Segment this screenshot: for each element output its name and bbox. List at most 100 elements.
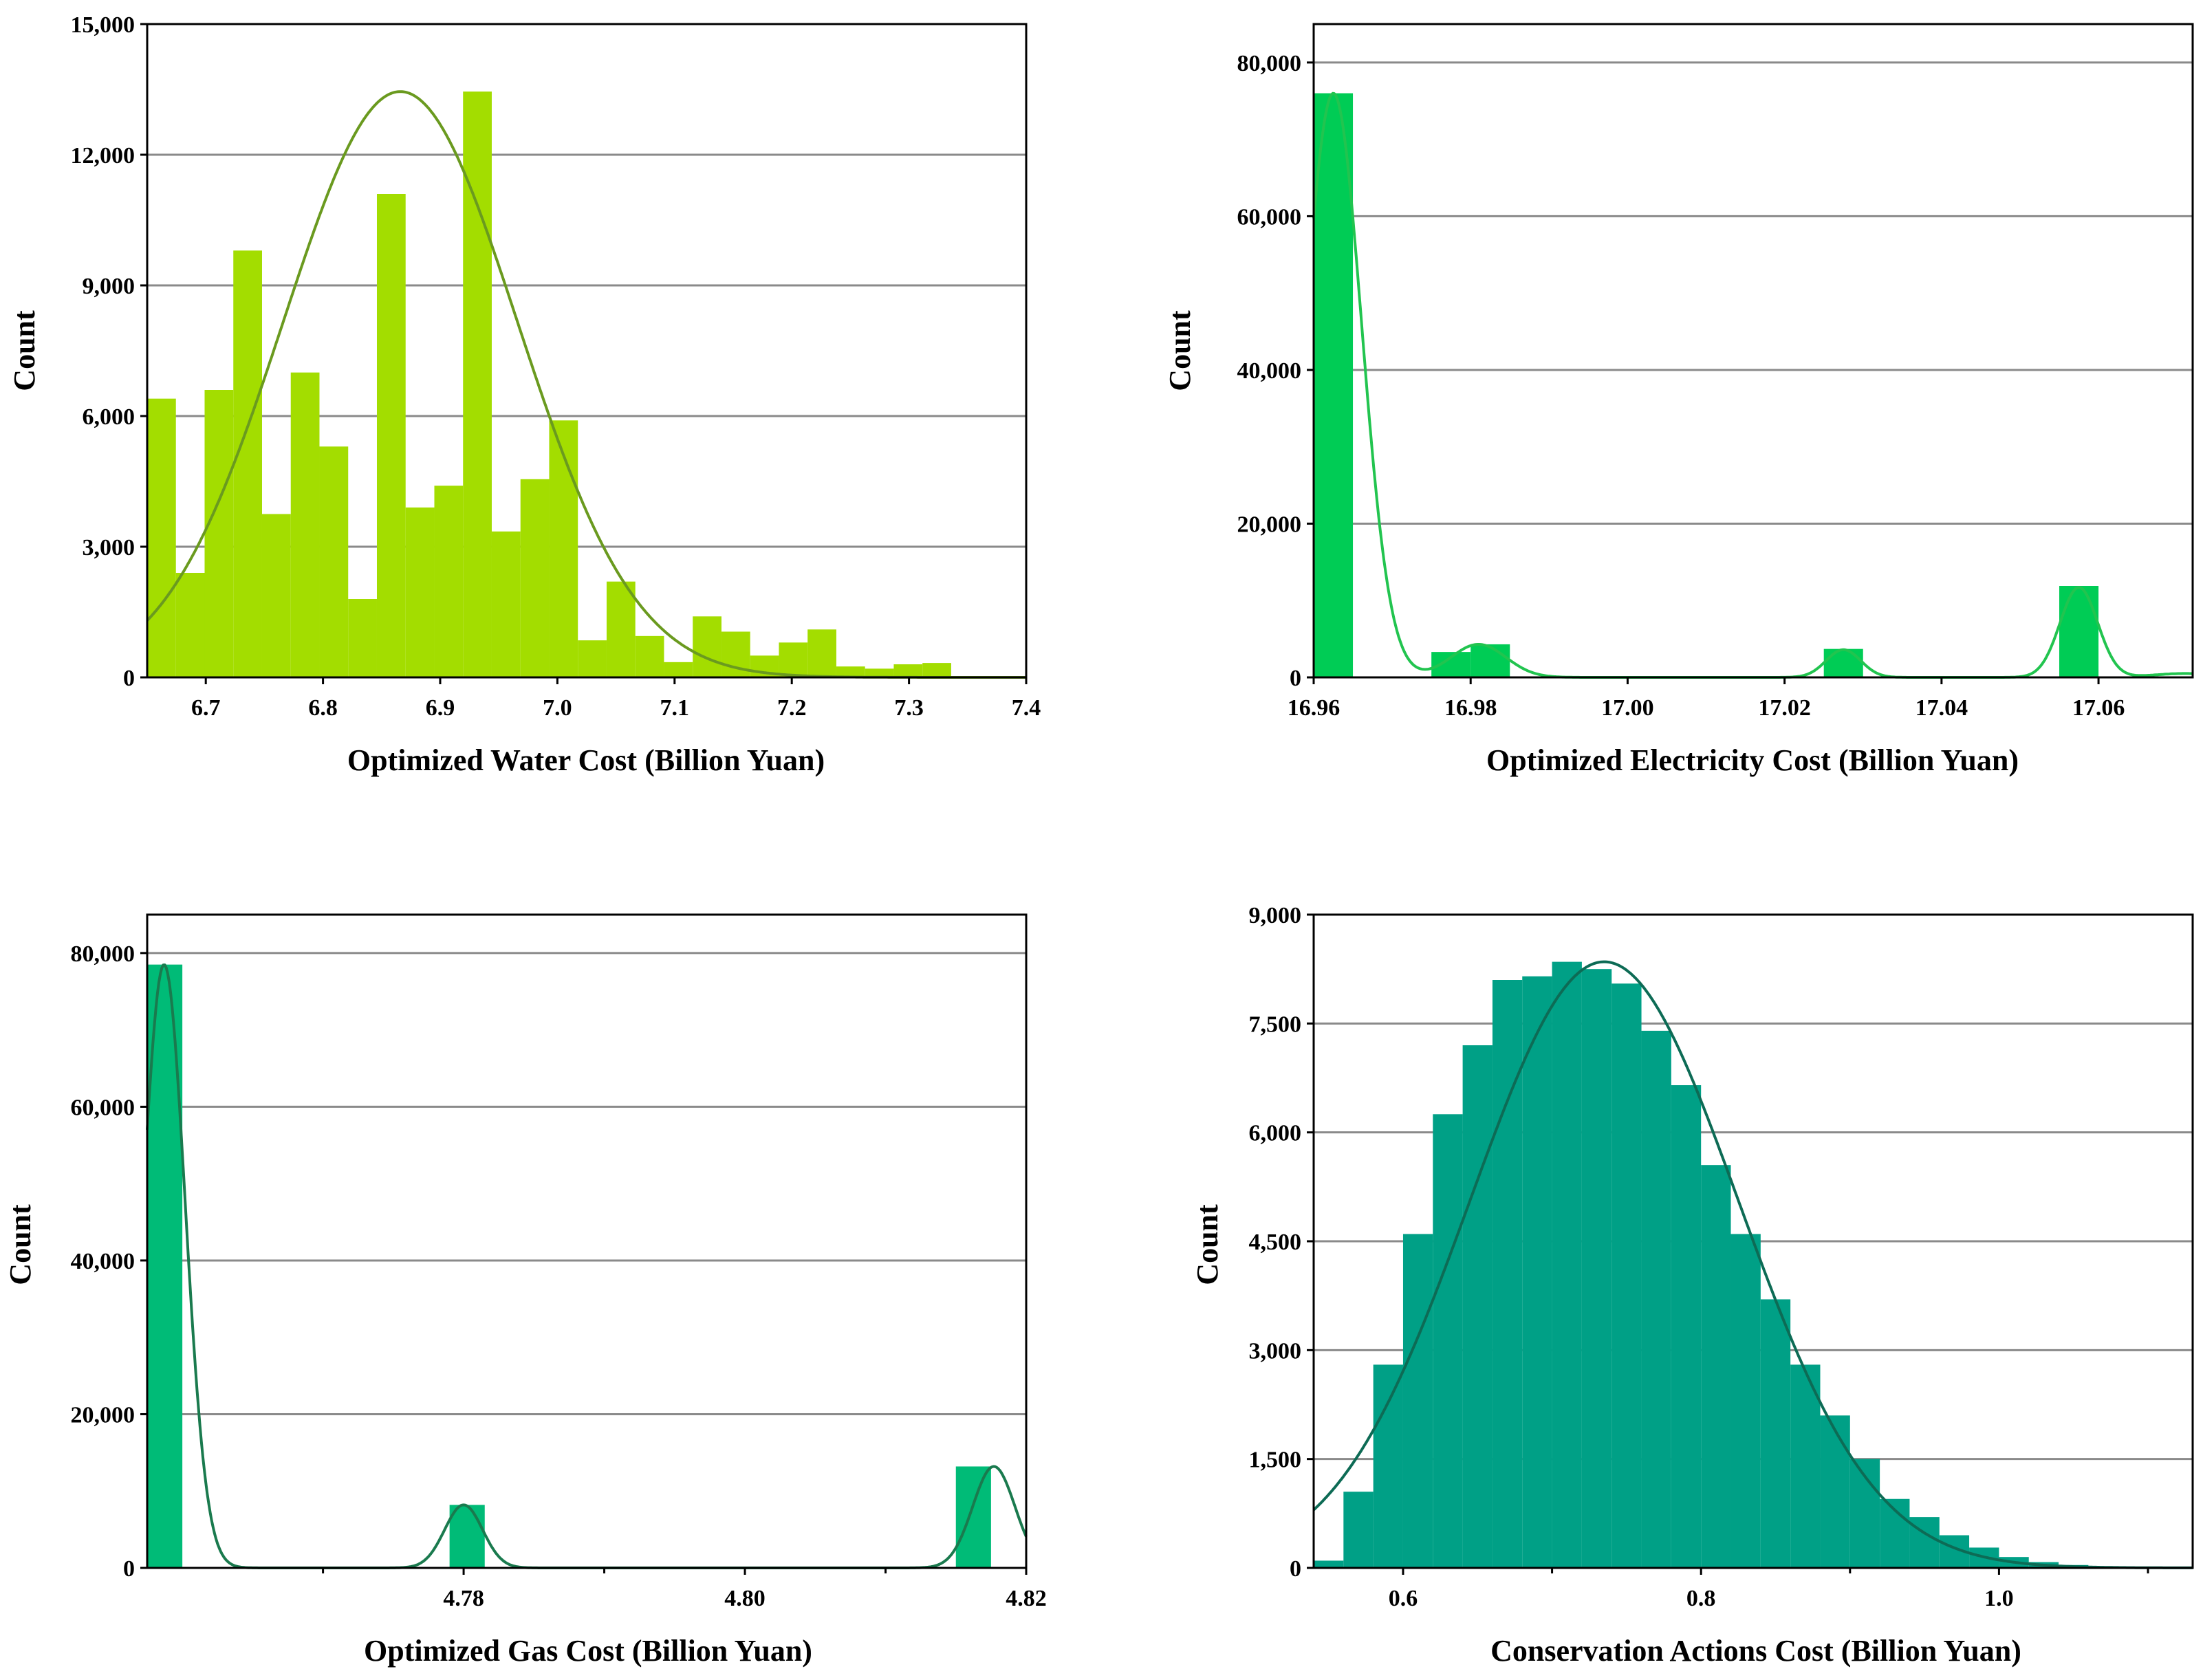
gas-y-axis-title: Count: [3, 1204, 37, 1285]
gas-x-axis-title: Optimized Gas Cost (Billion Yuan): [364, 1634, 812, 1668]
electricity-y-tick-label-4: 80,000: [1237, 51, 1302, 76]
water-bar-7: [348, 599, 377, 677]
conservation-bar-11: [1641, 1030, 1671, 1568]
conservation-y-tick-label-2: 3,000: [1249, 1338, 1302, 1364]
water-bar-14: [549, 420, 578, 677]
electricity-x-tick-label-0: 16.96: [1288, 695, 1341, 721]
water-x-tick-label-5: 7.2: [777, 695, 807, 721]
water-x-tick-label-3: 7.0: [543, 695, 572, 721]
gas-plot-frame: [146, 913, 1028, 1569]
water-bar-19: [693, 616, 721, 677]
conservation-y-tick-label-4: 6,000: [1249, 1121, 1302, 1146]
conservation-y-axis-title: Count: [1191, 1204, 1224, 1285]
water-bar-8: [376, 194, 406, 677]
electricity-bar-2: [1471, 644, 1510, 677]
conservation-x-axis-title: Conservation Actions Cost (Billion Yuan): [1490, 1634, 2021, 1668]
panel-gas-cost: Count Optimized Gas Cost (Billion Yuan) …: [3, 913, 1047, 1668]
gas-bar-1: [449, 1505, 485, 1568]
electricity-x-tick-label-2: 17.00: [1601, 695, 1654, 721]
water-bar-24: [836, 666, 865, 677]
water-bar-22: [779, 642, 808, 677]
water-bar-1: [175, 573, 205, 677]
gas-y-tick-label-0: 0: [123, 1556, 135, 1582]
conservation-y-tick-label-3: 4,500: [1249, 1230, 1302, 1255]
water-bar-11: [463, 91, 492, 677]
water-bar-23: [807, 629, 836, 677]
water-x-tick-label-4: 7.1: [660, 695, 690, 721]
conservation-y-tick-label-6: 9,000: [1249, 903, 1302, 928]
water-bar-16: [606, 581, 636, 677]
water-x-tick-label-0: 6.7: [191, 695, 221, 721]
electricity-x-tick-label-1: 16.98: [1444, 695, 1497, 721]
conservation-y-tick-label-1: 1,500: [1249, 1448, 1302, 1473]
electricity-plot-frame: [1312, 23, 2194, 679]
gas-y-tick-label-2: 40,000: [71, 1249, 135, 1274]
water-bar-26: [893, 664, 923, 677]
conservation-bar-14: [1730, 1234, 1761, 1568]
electricity-x-axis-title: Optimized Electricity Cost (Billion Yuan…: [1486, 743, 2019, 777]
conservation-x-tick-label-0: 0.6: [1389, 1586, 1418, 1611]
gas-x-tick-label-1: 4.80: [724, 1586, 766, 1611]
electricity-bar-4: [2059, 586, 2099, 677]
water-y-tick-label-0: 0: [123, 666, 135, 691]
conservation-bar-15: [1760, 1299, 1791, 1568]
conservation-y-tick-label-5: 7,500: [1249, 1012, 1302, 1037]
conservation-x-tick-label-2: 1.0: [1984, 1586, 2014, 1611]
water-x-tick-label-1: 6.8: [308, 695, 338, 721]
water-x-tick-label-6: 7.3: [894, 695, 924, 721]
conservation-bar-5: [1462, 1045, 1493, 1568]
water-bar-6: [319, 446, 349, 677]
gas-x-tick-label-2: 4.82: [1006, 1586, 1047, 1611]
conservation-y-tick-label-0: 0: [1290, 1556, 1301, 1582]
water-bar-10: [434, 486, 464, 677]
water-bar-17: [635, 635, 664, 677]
water-plot-frame: [146, 23, 1028, 679]
conservation-bar-16: [1790, 1364, 1821, 1568]
water-x-axis-title: Optimized Water Cost (Billion Yuan): [347, 743, 825, 777]
electricity-x-tick-label-5: 17.06: [2072, 695, 2125, 721]
water-bar-4: [261, 514, 291, 677]
water-x-tick-label-7: 7.4: [1012, 695, 1041, 721]
water-bar-2: [204, 390, 234, 677]
water-bar-15: [578, 640, 607, 677]
water-bar-12: [491, 531, 521, 677]
gas-y-tick-label-1: 20,000: [71, 1402, 135, 1428]
conservation-bar-3: [1402, 1234, 1433, 1568]
conservation-bar-4: [1433, 1114, 1463, 1568]
conservation-bar-9: [1581, 969, 1612, 1568]
conservation-bar-13: [1701, 1165, 1731, 1568]
conservation-bar-17: [1820, 1415, 1850, 1568]
water-y-tick-label-5: 15,000: [71, 12, 135, 38]
gas-y-tick-label-4: 80,000: [71, 941, 135, 967]
water-bar-13: [520, 479, 550, 677]
water-y-tick-label-1: 3,000: [83, 535, 135, 560]
conservation-bar-0: [1314, 1560, 1344, 1568]
electricity-x-tick-label-3: 17.02: [1758, 695, 1811, 721]
conservation-bar-10: [1611, 983, 1642, 1568]
water-x-tick-label-2: 6.9: [426, 695, 455, 721]
water-bar-3: [233, 250, 262, 677]
electricity-y-tick-label-2: 40,000: [1237, 358, 1302, 384]
electricity-y-tick-label-1: 20,000: [1237, 512, 1302, 537]
conservation-bar-1: [1343, 1492, 1374, 1568]
gas-x-tick-label-0: 4.78: [443, 1586, 484, 1611]
electricity-y-axis-title: Count: [1163, 310, 1197, 391]
conservation-bar-7: [1522, 976, 1552, 1568]
water-bar-9: [405, 508, 435, 677]
conservation-bar-6: [1492, 980, 1523, 1568]
panel-electricity-cost: Count Optimized Electricity Cost (Billio…: [1163, 23, 2194, 777]
gas-fit-curve: [146, 963, 1028, 1569]
water-y-axis-title: Count: [8, 310, 41, 391]
water-bar-18: [664, 662, 693, 677]
electricity-y-tick-label-0: 0: [1290, 666, 1301, 691]
conservation-x-tick-label-1: 0.8: [1686, 1586, 1716, 1611]
panel-conservation-cost: Count Conservation Actions Cost (Billion…: [1191, 903, 2194, 1668]
conservation-bar-2: [1373, 1364, 1403, 1568]
water-bar-5: [290, 372, 320, 677]
conservation-fit-curve: [1312, 960, 2193, 1569]
water-bar-0: [147, 398, 176, 677]
gas-y-tick-label-3: 60,000: [71, 1095, 135, 1120]
water-y-tick-label-2: 6,000: [83, 404, 135, 430]
electricity-x-tick-label-4: 17.04: [1916, 695, 1968, 721]
